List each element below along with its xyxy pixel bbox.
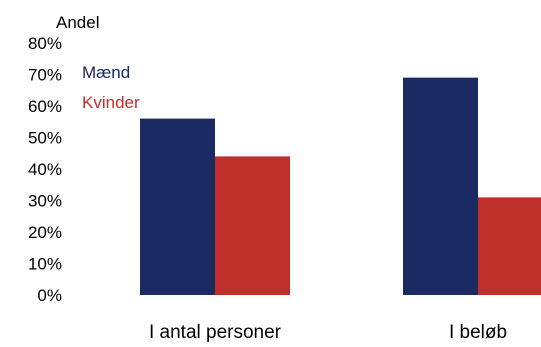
y-tick-label: 40% xyxy=(28,160,62,179)
legend-entry-kvinder: Kvinder xyxy=(82,93,140,112)
y-tick-label: 0% xyxy=(37,286,62,305)
x-category-label: I beløb xyxy=(449,322,507,342)
legend-entry-maend: Mænd xyxy=(82,63,131,82)
y-axis-label: Andel xyxy=(56,13,99,32)
bar-kvinder-0 xyxy=(215,156,290,295)
x-category-label: I antal personer xyxy=(149,322,282,342)
y-tick-label: 80% xyxy=(28,34,62,53)
bar-maend-0 xyxy=(140,118,215,295)
y-tick-label: 10% xyxy=(28,255,62,274)
y-tick-label: 50% xyxy=(28,129,62,148)
bar-kvinder-1 xyxy=(478,197,541,295)
bar-maend-1 xyxy=(403,77,478,296)
y-tick-label: 60% xyxy=(28,97,62,116)
y-tick-label: 30% xyxy=(28,192,62,211)
y-tick-label: 70% xyxy=(28,66,62,85)
y-tick-label: 20% xyxy=(28,223,62,242)
